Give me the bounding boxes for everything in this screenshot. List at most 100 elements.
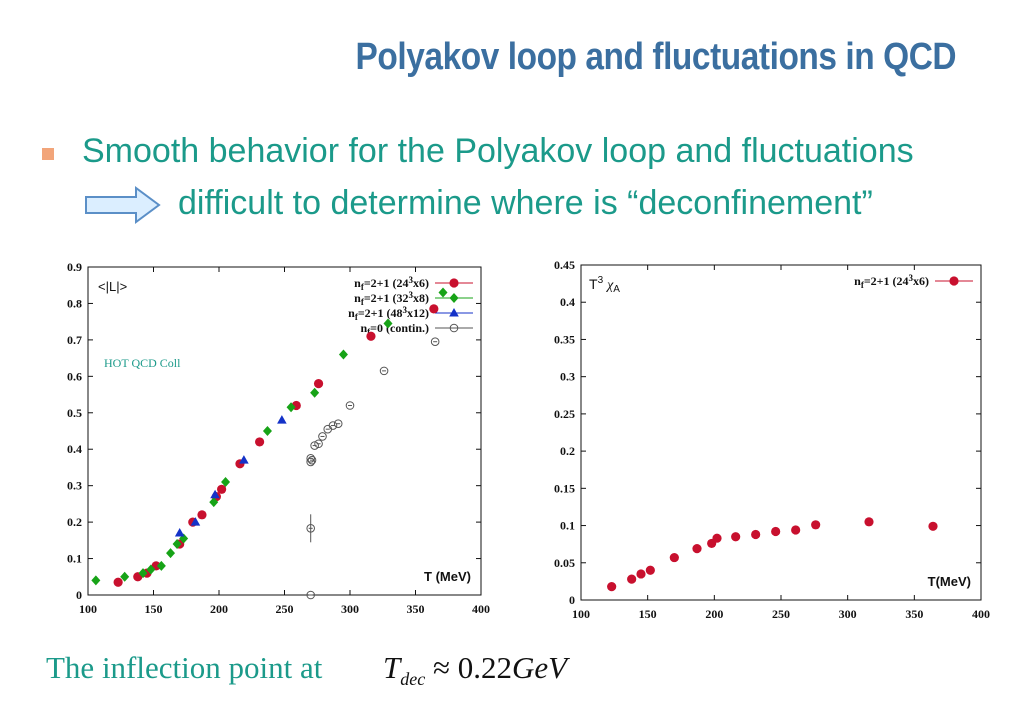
x-axis-label: T(MeV) (928, 574, 971, 589)
open-circle-ring (333, 419, 343, 429)
data-point (438, 287, 448, 298)
y-tick-label: 0 (569, 593, 575, 607)
y-axis-label: T3 χA (589, 275, 620, 295)
open-circle-ring (306, 590, 315, 600)
series-0 (607, 517, 938, 592)
legend-label-tail: x8) (413, 291, 429, 305)
data-point (172, 538, 182, 549)
y-tick-label: 0.4 (67, 442, 82, 456)
legend-label-sup: 3 (909, 273, 914, 283)
y-label-chi: χ (605, 278, 614, 293)
data-point (166, 548, 176, 559)
annotation-label: HOT QCD Coll (104, 356, 181, 370)
series-3 (306, 337, 440, 600)
legend-marker-0 (949, 276, 959, 286)
x-tick-label: 100 (572, 607, 590, 621)
data-point (146, 564, 156, 575)
data-point (751, 529, 761, 540)
y-tick-label: 0.4 (560, 295, 575, 309)
data-point (430, 337, 440, 347)
bullet-marker (42, 148, 54, 160)
legend-label-tail: x6) (413, 276, 429, 290)
open-circle-ring (306, 524, 315, 533)
y-tick-label: 0 (76, 588, 82, 602)
data-point (811, 520, 821, 530)
x-tick-label: 100 (79, 602, 97, 616)
legend-label-sub: f (861, 280, 865, 290)
data-point (91, 575, 101, 586)
formula-T: T (383, 650, 401, 685)
data-point (310, 441, 319, 450)
data-point (731, 532, 741, 542)
data-point (262, 426, 272, 436)
y-tick-label: 0.9 (67, 260, 82, 274)
x-tick-label: 150 (639, 607, 657, 621)
legend-label-sup: 3 (403, 305, 408, 315)
data-point (197, 510, 207, 520)
data-point (209, 497, 219, 508)
legend-label-sub: f (355, 312, 359, 322)
data-point (221, 477, 231, 488)
legend-label-sub: f (367, 327, 371, 337)
formula-unit: GeV (512, 650, 568, 685)
data-point (120, 571, 130, 582)
legend-label-main: n (354, 276, 361, 290)
legend-label-2: nf=2+1 (483x12) (348, 305, 429, 322)
y-tick-label: 0.1 (560, 519, 575, 533)
formula-value: ≈ 0.22 (432, 650, 512, 685)
data-point (306, 454, 315, 463)
y-tick-label: 0.3 (560, 370, 575, 384)
slide-title: Polyakov loop and fluctuations in QCD (355, 36, 957, 78)
data-point (692, 544, 702, 554)
legend-label-sup: 3 (409, 290, 414, 300)
legend-label-rest: =2+1 (48 (358, 306, 403, 320)
open-circle-ring (307, 455, 317, 465)
inflection-formula: Tdec ≈ 0.22GeV (383, 650, 567, 690)
open-circle-ring (310, 441, 319, 450)
x-axis-label: T (MeV) (424, 569, 471, 584)
data-point (928, 521, 938, 531)
legend-label-sup: 3 (409, 275, 414, 285)
series-1 (91, 287, 448, 586)
x-tick-label: 350 (905, 607, 923, 621)
open-circle-ring (314, 439, 323, 449)
y-tick-label: 0.7 (67, 333, 82, 347)
legend-label-1: nf=2+1 (323x8) (354, 290, 429, 307)
data-point (318, 432, 327, 441)
legend-label-sub: f (361, 282, 365, 292)
data-point (306, 590, 315, 600)
legend-marker-0 (449, 278, 459, 288)
y-label-sup: 3 (598, 275, 604, 286)
right-arrow-icon (85, 186, 161, 224)
data-point (345, 401, 355, 410)
open-circle-ring (430, 337, 440, 347)
data-point (310, 387, 320, 398)
legend-label-sub: f (361, 297, 365, 307)
y-tick-label: 0.2 (560, 444, 575, 458)
x-tick-label: 200 (210, 602, 228, 616)
bullet-line-2: difficult to determine where is “deconfi… (178, 184, 873, 222)
data-point (627, 574, 637, 584)
data-point (669, 552, 679, 563)
x-tick-label: 300 (839, 607, 857, 621)
legend-marker-3 (449, 323, 459, 333)
y-label-main: T (589, 276, 598, 292)
data-point (313, 379, 324, 389)
data-point (429, 304, 439, 314)
data-point (791, 525, 801, 535)
data-point (333, 419, 343, 429)
data-point (338, 349, 348, 360)
legend-label-rest: =2+1 (32 (364, 291, 409, 305)
y-tick-label: 0.2 (67, 515, 82, 529)
x-tick-label: 150 (145, 602, 163, 616)
data-point (255, 437, 265, 447)
data-point (307, 455, 317, 465)
series-2 (174, 415, 287, 537)
data-point (138, 568, 148, 579)
polyakov-loop-chart: 100 150 200 250 300 350 400 0 0.1 0.2 0.3 0.4 0.5 0.6… (67, 260, 490, 616)
formula-subscript: dec (400, 669, 426, 690)
legend-marker-1 (449, 293, 459, 303)
data-point (864, 517, 874, 527)
x-tick-label: 200 (705, 607, 723, 621)
data-point (174, 528, 185, 537)
